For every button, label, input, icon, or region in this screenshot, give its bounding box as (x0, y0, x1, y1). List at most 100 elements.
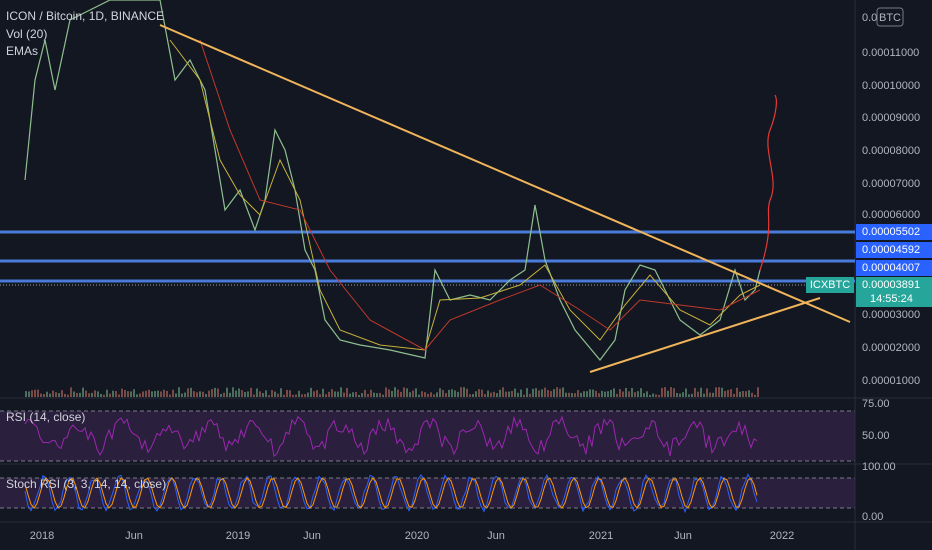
volume-bar (457, 391, 459, 397)
volume-bar (751, 392, 753, 397)
volume-bar (661, 387, 663, 397)
volume-bar (76, 392, 78, 397)
volume-bar (337, 391, 339, 397)
rsi-label: RSI (14, close) (6, 410, 85, 424)
volume-bar (496, 393, 498, 397)
volume-bar (520, 389, 522, 397)
volume-bar (703, 393, 705, 397)
volume-bar (373, 392, 375, 397)
volume-bar (712, 392, 714, 397)
price-tag (856, 242, 932, 258)
volume-bar (592, 389, 594, 397)
volume-bar (211, 389, 213, 397)
volume-bar (94, 390, 96, 397)
volume-bar (718, 387, 720, 397)
volume-bar (643, 393, 645, 397)
volume-bar (232, 387, 234, 397)
volume-bar (676, 393, 678, 397)
volume-bar (28, 391, 30, 397)
volume-bar (448, 389, 450, 397)
volume-bar (310, 387, 312, 397)
volume-bar (85, 390, 87, 397)
volume-bar (595, 390, 597, 397)
volume-bar (745, 391, 747, 397)
volume-bar (340, 387, 342, 397)
volume (25, 387, 759, 397)
ema-fast (169, 39, 761, 351)
volume-bar (556, 387, 558, 397)
volume-bar (256, 388, 258, 397)
volume-bar (67, 394, 69, 397)
currency[interactable]: BTC (879, 12, 901, 24)
volume-bar (106, 389, 108, 397)
time-label: Jun (487, 530, 505, 542)
volume-bar (415, 388, 417, 397)
volume-bar (502, 387, 504, 397)
symbol-title: ICON / Bitcoin, 1D, BINANCE (6, 9, 164, 23)
ticker-tag (806, 277, 854, 293)
volume-bar (31, 390, 33, 397)
volume-bar (121, 388, 123, 397)
volume-bar (490, 392, 492, 397)
volume-bar (652, 393, 654, 397)
volume-bar (172, 389, 174, 397)
volume-bar (97, 391, 99, 397)
volume-bar (196, 392, 198, 397)
volume-bar (538, 390, 540, 397)
time-label: 2021 (589, 530, 613, 542)
volume-bar (55, 392, 57, 397)
volume-bar (325, 394, 327, 397)
volume-bar (151, 391, 153, 397)
rsi-line (24, 415, 758, 458)
volume-bar (754, 394, 756, 397)
volume-bar (109, 393, 111, 397)
volume-bar (628, 391, 630, 397)
currency-button[interactable] (876, 7, 904, 27)
volume-bar (316, 390, 318, 397)
volume-bar (205, 393, 207, 397)
volume-bar (730, 389, 732, 397)
volume-bar (664, 387, 666, 397)
volume-bar (355, 391, 357, 397)
volume-bar (466, 388, 468, 397)
volume-bar (358, 394, 360, 397)
volume-bar (166, 390, 168, 397)
volume-bar (550, 391, 552, 397)
volume-bar (169, 394, 171, 397)
volume-bar (361, 393, 363, 397)
volume-bar (364, 389, 366, 397)
volume-bar (622, 391, 624, 397)
volume-bar (241, 390, 243, 397)
time-label: Jun (125, 530, 143, 542)
volume-bar (175, 393, 177, 397)
volume-bar (49, 393, 51, 397)
price-tag-label: 0.00004007 (862, 262, 920, 274)
volume-bar (391, 390, 393, 397)
volume-bar (61, 390, 63, 397)
price-label: 0.00002000 (862, 342, 920, 354)
volume-bar (424, 392, 426, 397)
volume-bar (646, 391, 648, 397)
trend-line (589, 297, 821, 373)
volume-bar (145, 390, 147, 397)
volume-bar (418, 394, 420, 397)
volume-bar (199, 391, 201, 397)
volume-bar (532, 388, 534, 397)
volume-bar (244, 391, 246, 397)
volume-bar (286, 389, 288, 397)
volume-bar (388, 389, 390, 397)
volume-bar (343, 392, 345, 397)
volume-bar (610, 389, 612, 397)
volume-bar (409, 392, 411, 397)
volume-bar (322, 388, 324, 397)
time-label: 2020 (405, 530, 429, 542)
volume-bar (379, 392, 381, 397)
volume-bar (118, 394, 120, 397)
volume-bar (280, 388, 282, 397)
volume-bar (88, 393, 90, 397)
indicator-label: Vol (20) (6, 27, 47, 41)
volume-bar (493, 391, 495, 397)
volume-bar (460, 387, 462, 397)
price-tag-label: 0.00005502 (862, 226, 920, 238)
